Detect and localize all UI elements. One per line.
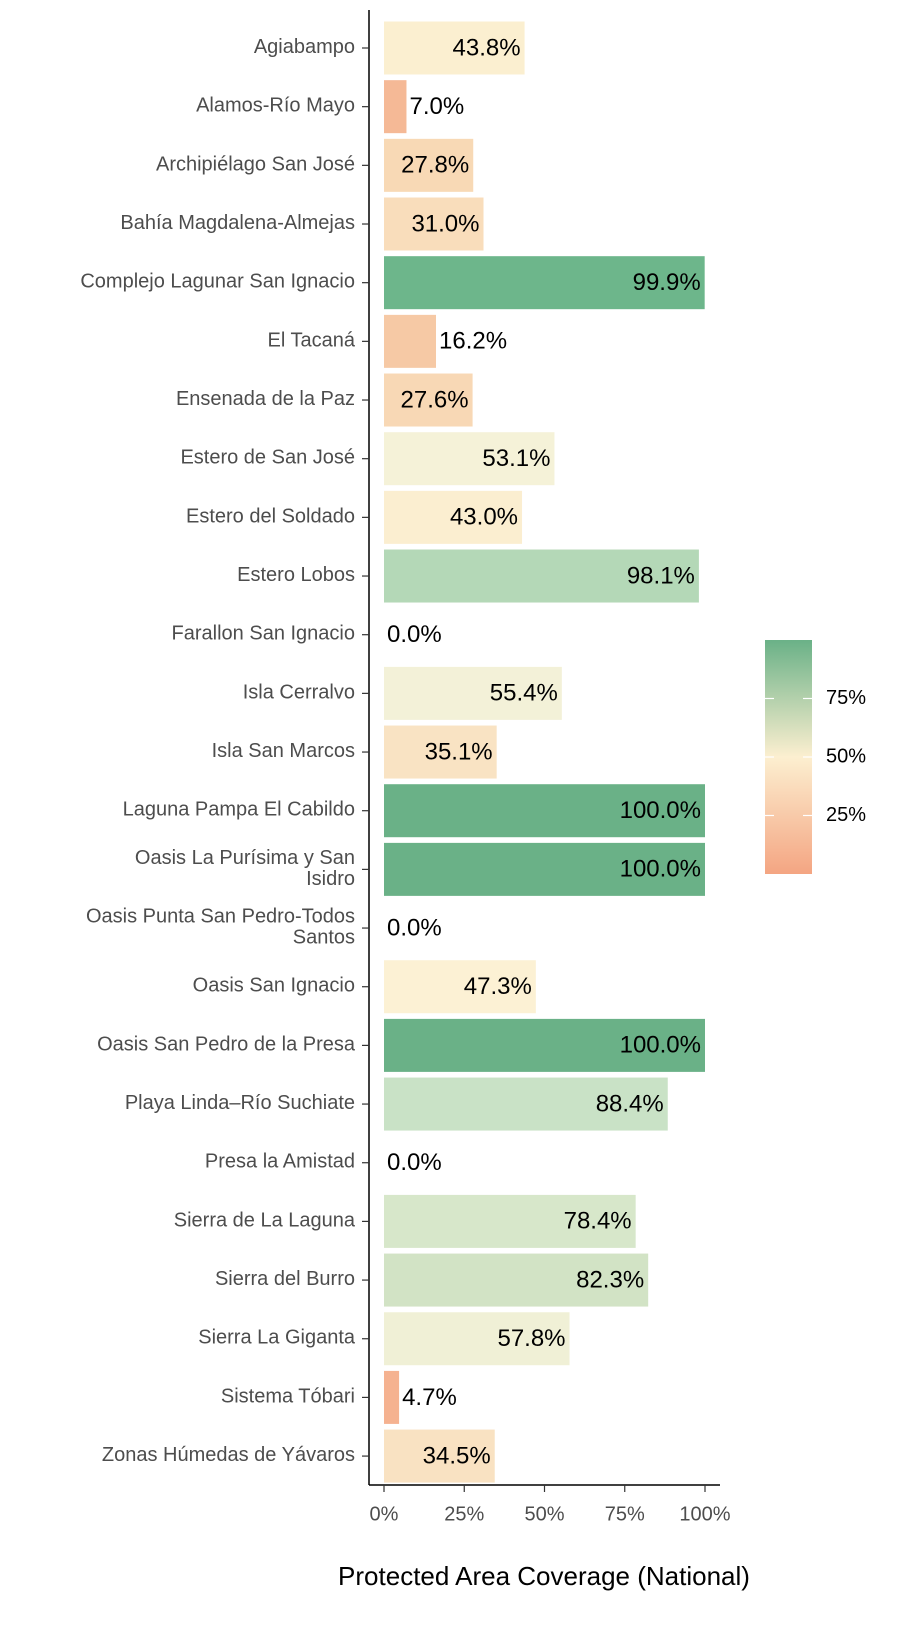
value-label: 99.9% bbox=[633, 269, 701, 296]
bar bbox=[384, 21, 525, 75]
value-label: 88.4% bbox=[596, 1090, 664, 1117]
value-label: 7.0% bbox=[409, 93, 464, 120]
y-tick-label: Bahía Magdalena-Almejas bbox=[120, 212, 355, 234]
y-tick-label: Laguna Pampa El Cabildo bbox=[123, 799, 355, 821]
bar bbox=[384, 197, 484, 251]
bar bbox=[384, 373, 473, 427]
y-tick-label: Alamos-Río Mayo bbox=[196, 95, 355, 117]
bar bbox=[384, 490, 523, 544]
value-label: 53.1% bbox=[482, 445, 550, 472]
bar bbox=[384, 549, 699, 603]
bar bbox=[384, 1018, 705, 1072]
bar bbox=[384, 1370, 400, 1424]
y-tick-label: Oasis San Ignacio bbox=[193, 975, 355, 997]
y-tick-label: Agiabampo bbox=[254, 36, 355, 58]
y-tick-label: Complejo Lagunar San Ignacio bbox=[80, 271, 355, 293]
y-tick-label: Oasis Punta San Pedro-Todos Santos bbox=[86, 906, 355, 949]
y-tick-label: Sierra del Burro bbox=[215, 1268, 355, 1290]
value-label: 43.8% bbox=[453, 34, 521, 61]
y-tick-label: Archipiélago San José bbox=[156, 154, 355, 176]
bar bbox=[384, 138, 474, 192]
bar bbox=[384, 1253, 649, 1307]
y-tick-label: Ensenada de la Paz bbox=[176, 388, 355, 410]
bar bbox=[384, 1077, 668, 1131]
value-label: 55.4% bbox=[490, 680, 558, 707]
value-label: 100.0% bbox=[620, 1032, 701, 1059]
y-tick-label: Estero Lobos bbox=[237, 564, 355, 586]
y-tick-label: El Tacaná bbox=[268, 330, 356, 352]
x-tick-label: 25% bbox=[444, 1503, 484, 1525]
bar bbox=[384, 1194, 636, 1248]
y-tick-label: Zonas Húmedas de Yávaros bbox=[102, 1444, 355, 1466]
y-tick-label: Oasis La Purísima y San Isidro bbox=[135, 847, 355, 890]
y-tick-label: Sierra La Giganta bbox=[198, 1327, 356, 1349]
bar bbox=[384, 784, 705, 838]
bar bbox=[384, 725, 497, 779]
y-tick-label: Farallon San Ignacio bbox=[172, 623, 355, 645]
bar bbox=[384, 666, 562, 720]
value-label: 27.6% bbox=[401, 386, 469, 413]
value-label: 47.3% bbox=[464, 973, 532, 1000]
x-axis-title: Protected Area Coverage (National) bbox=[338, 1561, 750, 1591]
x-tick-label: 0% bbox=[370, 1503, 399, 1525]
y-tick-label: Estero del Soldado bbox=[186, 506, 355, 528]
value-label: 43.0% bbox=[450, 504, 518, 531]
y-tick-label: Presa la Amistad bbox=[205, 1151, 355, 1173]
bar bbox=[384, 314, 437, 368]
value-label: 34.5% bbox=[423, 1442, 491, 1469]
y-tick-label: Oasis San Pedro de la Presa bbox=[97, 1034, 356, 1056]
bar bbox=[384, 256, 705, 310]
value-label: 16.2% bbox=[439, 328, 507, 355]
value-label: 0.0% bbox=[387, 621, 442, 648]
value-label: 31.0% bbox=[411, 210, 479, 237]
value-label: 57.8% bbox=[497, 1325, 565, 1352]
y-tick-label: Isla Cerralvo bbox=[243, 682, 355, 704]
value-label: 4.7% bbox=[402, 1384, 457, 1411]
value-label: 0.0% bbox=[387, 1149, 442, 1176]
bar bbox=[384, 1429, 495, 1483]
y-tick-label: Isla San Marcos bbox=[212, 740, 355, 762]
bar bbox=[384, 960, 536, 1014]
y-tick-label: Playa Linda–Río Suchiate bbox=[125, 1092, 355, 1114]
bar bbox=[384, 80, 407, 134]
value-label: 98.1% bbox=[627, 562, 695, 589]
legend-label: 50% bbox=[826, 745, 866, 767]
x-tick-label: 50% bbox=[524, 1503, 564, 1525]
x-tick-label: 75% bbox=[605, 1503, 645, 1525]
y-tick-label: Sierra de La Laguna bbox=[174, 1210, 356, 1232]
y-tick-label: Sistema Tóbari bbox=[221, 1386, 355, 1408]
bar bbox=[384, 1312, 570, 1366]
x-tick-label: 100% bbox=[679, 1503, 730, 1525]
bar bbox=[384, 432, 555, 486]
bar bbox=[384, 842, 705, 896]
value-label: 78.4% bbox=[564, 1208, 632, 1235]
value-label: 27.8% bbox=[401, 152, 469, 179]
legend-label: 75% bbox=[826, 687, 866, 709]
y-tick-label: Estero de San José bbox=[180, 447, 355, 469]
value-label: 100.0% bbox=[620, 856, 701, 883]
value-label: 82.3% bbox=[576, 1266, 644, 1293]
legend-label: 25% bbox=[826, 804, 866, 826]
value-label: 35.1% bbox=[425, 738, 493, 765]
value-label: 100.0% bbox=[620, 797, 701, 824]
value-label: 0.0% bbox=[387, 914, 442, 941]
